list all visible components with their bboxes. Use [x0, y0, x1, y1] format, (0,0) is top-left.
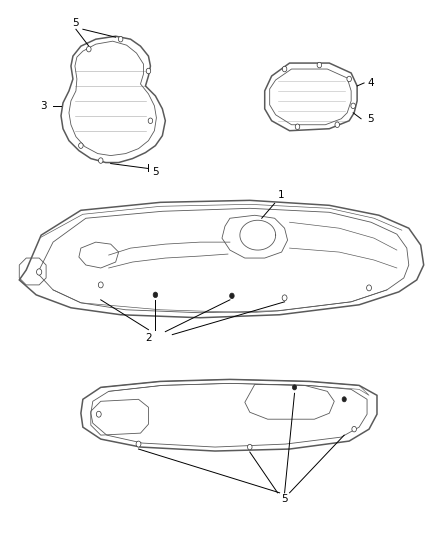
- Circle shape: [87, 46, 91, 52]
- Text: 1: 1: [278, 190, 285, 200]
- Text: 2: 2: [145, 333, 152, 343]
- Text: 5: 5: [281, 494, 288, 504]
- Circle shape: [146, 68, 151, 74]
- Circle shape: [367, 285, 371, 291]
- Circle shape: [153, 292, 158, 297]
- Circle shape: [148, 118, 153, 124]
- Circle shape: [118, 36, 123, 42]
- Circle shape: [99, 158, 103, 163]
- Circle shape: [342, 397, 346, 402]
- Text: 5: 5: [73, 18, 79, 28]
- Circle shape: [78, 143, 83, 148]
- Circle shape: [293, 385, 297, 390]
- Circle shape: [96, 411, 101, 417]
- Circle shape: [335, 122, 339, 127]
- Circle shape: [247, 445, 252, 450]
- Circle shape: [98, 282, 103, 288]
- Circle shape: [347, 76, 351, 82]
- Circle shape: [351, 103, 355, 109]
- Circle shape: [283, 66, 287, 72]
- Circle shape: [230, 293, 234, 298]
- Circle shape: [317, 62, 321, 68]
- Circle shape: [282, 295, 287, 301]
- Text: 5: 5: [367, 114, 374, 124]
- Circle shape: [352, 426, 357, 432]
- Text: 3: 3: [40, 101, 46, 111]
- Circle shape: [36, 269, 42, 275]
- Text: 4: 4: [367, 78, 374, 88]
- Text: 5: 5: [152, 167, 159, 177]
- Circle shape: [136, 441, 141, 447]
- Circle shape: [295, 124, 300, 130]
